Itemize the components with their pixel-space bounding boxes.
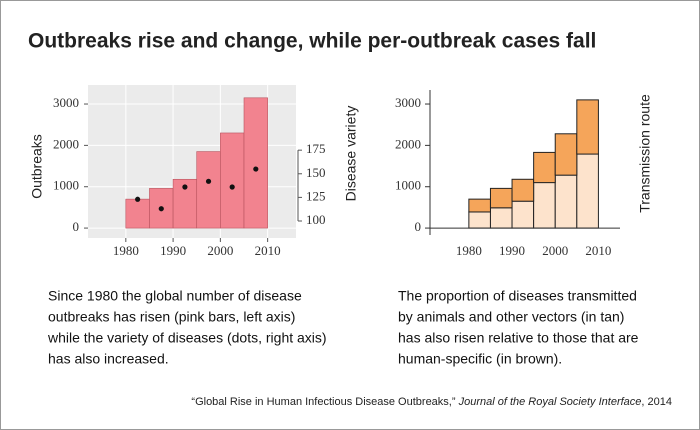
y-tick-label: 1000: [395, 178, 421, 193]
x-tick-label: 2000: [207, 243, 233, 258]
caption-line: by animals and other vectors (in tan): [398, 309, 624, 325]
bar: [468, 198, 491, 213]
caption-line: Since 1980 the global number of disease: [48, 288, 302, 304]
variety-dot: [253, 166, 259, 172]
caption-line: The proportion of diseases transmitted: [398, 288, 637, 304]
bar: [576, 153, 599, 229]
y-tick-label: 1000: [53, 178, 79, 193]
x-tick-label: 1990: [499, 243, 525, 258]
y-tick-label: 0: [73, 219, 80, 234]
y2-tick-label: 125: [306, 188, 326, 203]
caption-line: human-specific (in brown).: [398, 351, 562, 367]
y2-axis-label: Disease variety: [343, 106, 359, 202]
x-tick-label: 1980: [113, 243, 139, 258]
source-year: , 2014: [641, 396, 672, 408]
x-tick-label: 2010: [255, 243, 281, 258]
y-tick-label: 3000: [53, 95, 79, 110]
title: Outbreaks rise and change, while per-out…: [28, 30, 596, 53]
y-tick-label: 3000: [395, 95, 421, 110]
variety-dot: [182, 184, 188, 190]
bar: [125, 198, 150, 229]
y2-tick-label: 100: [306, 212, 326, 227]
bar: [554, 133, 578, 176]
x-tick-label: 2000: [542, 243, 568, 258]
y-axis-label: Outbreaks: [29, 134, 45, 199]
caption-line: while the variety of diseases (dots, rig…: [47, 330, 327, 346]
source: “Global Rise in Human Infectious Disease…: [191, 396, 672, 408]
x-tick-label: 2010: [585, 243, 611, 258]
caption-line: outbreaks has risen (pink bars, left axi…: [48, 309, 295, 325]
y-tick-label: 2000: [53, 136, 79, 151]
bar: [489, 187, 513, 209]
bar: [511, 200, 535, 229]
bar: [196, 151, 221, 229]
y-tick-label: 0: [415, 219, 422, 234]
x-tick-label: 1990: [160, 243, 186, 258]
bar: [533, 151, 556, 184]
bar: [554, 174, 578, 229]
variety-dot: [205, 178, 212, 184]
source-journal: Journal of the Royal Society Interface: [458, 396, 642, 408]
bar: [468, 211, 491, 229]
bar: [576, 99, 599, 155]
y2-axis-label: Transmission route: [637, 94, 653, 213]
y-tick-label: 2000: [395, 136, 421, 151]
variety-dot: [135, 196, 141, 202]
variety-dot: [158, 206, 164, 212]
bar: [511, 178, 535, 202]
bar: [533, 182, 556, 229]
bar: [220, 132, 245, 229]
bar: [243, 97, 268, 229]
variety-dot: [229, 184, 235, 190]
x-tick-label: 1980: [456, 243, 482, 258]
caption-line: has also risen relative to those that ar…: [398, 330, 639, 346]
y2-tick-label: 150: [306, 165, 326, 180]
bar: [489, 207, 513, 229]
caption-line: has also increased.: [48, 351, 169, 367]
y2-tick-label: 175: [306, 141, 326, 156]
source-title: “Global Rise in Human Infectious Disease…: [191, 396, 458, 408]
